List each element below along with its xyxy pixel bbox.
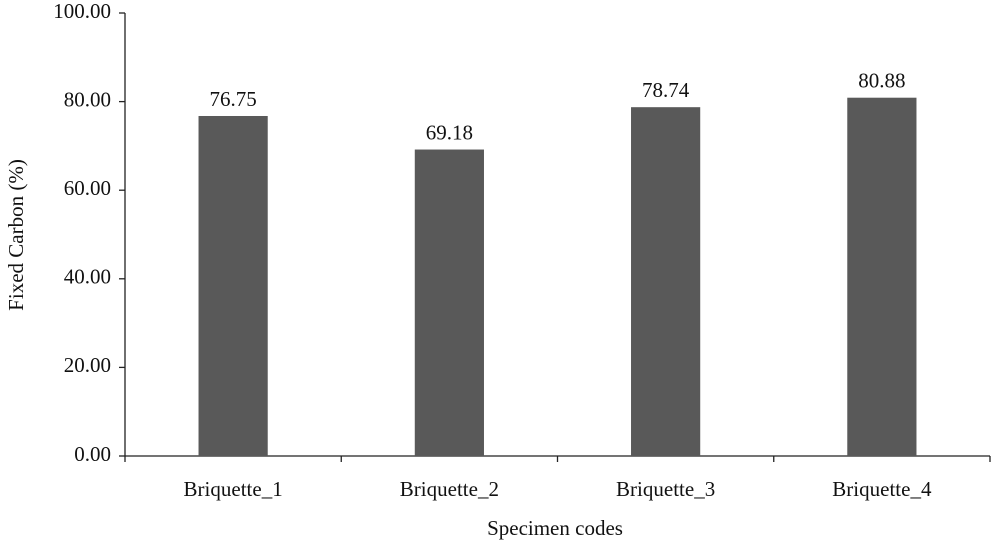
bar: [631, 107, 701, 457]
y-tick-label: 20.00: [64, 353, 111, 377]
x-tick-label: Briquette_1: [184, 477, 283, 501]
data-label: 76.75: [210, 87, 257, 111]
y-tick-label: 100.00: [53, 0, 111, 23]
bar: [198, 115, 268, 456]
x-tick-label: Briquette_3: [616, 477, 715, 501]
x-tick-label: Briquette_2: [400, 477, 499, 501]
y-axis-title: Fixed Carbon (%): [4, 159, 28, 311]
x-tick-label: Briquette_4: [832, 477, 932, 501]
bar: [847, 97, 917, 456]
x-axis-title: Specimen codes: [487, 516, 623, 540]
y-tick-label: 0.00: [74, 442, 111, 466]
y-tick-label: 40.00: [64, 265, 111, 289]
y-tick-label: 60.00: [64, 176, 111, 200]
data-label: 78.74: [642, 78, 690, 102]
y-tick-label: 80.00: [64, 87, 111, 111]
bar: [414, 149, 484, 456]
data-label: 80.88: [858, 69, 905, 93]
data-label: 69.18: [426, 120, 473, 144]
